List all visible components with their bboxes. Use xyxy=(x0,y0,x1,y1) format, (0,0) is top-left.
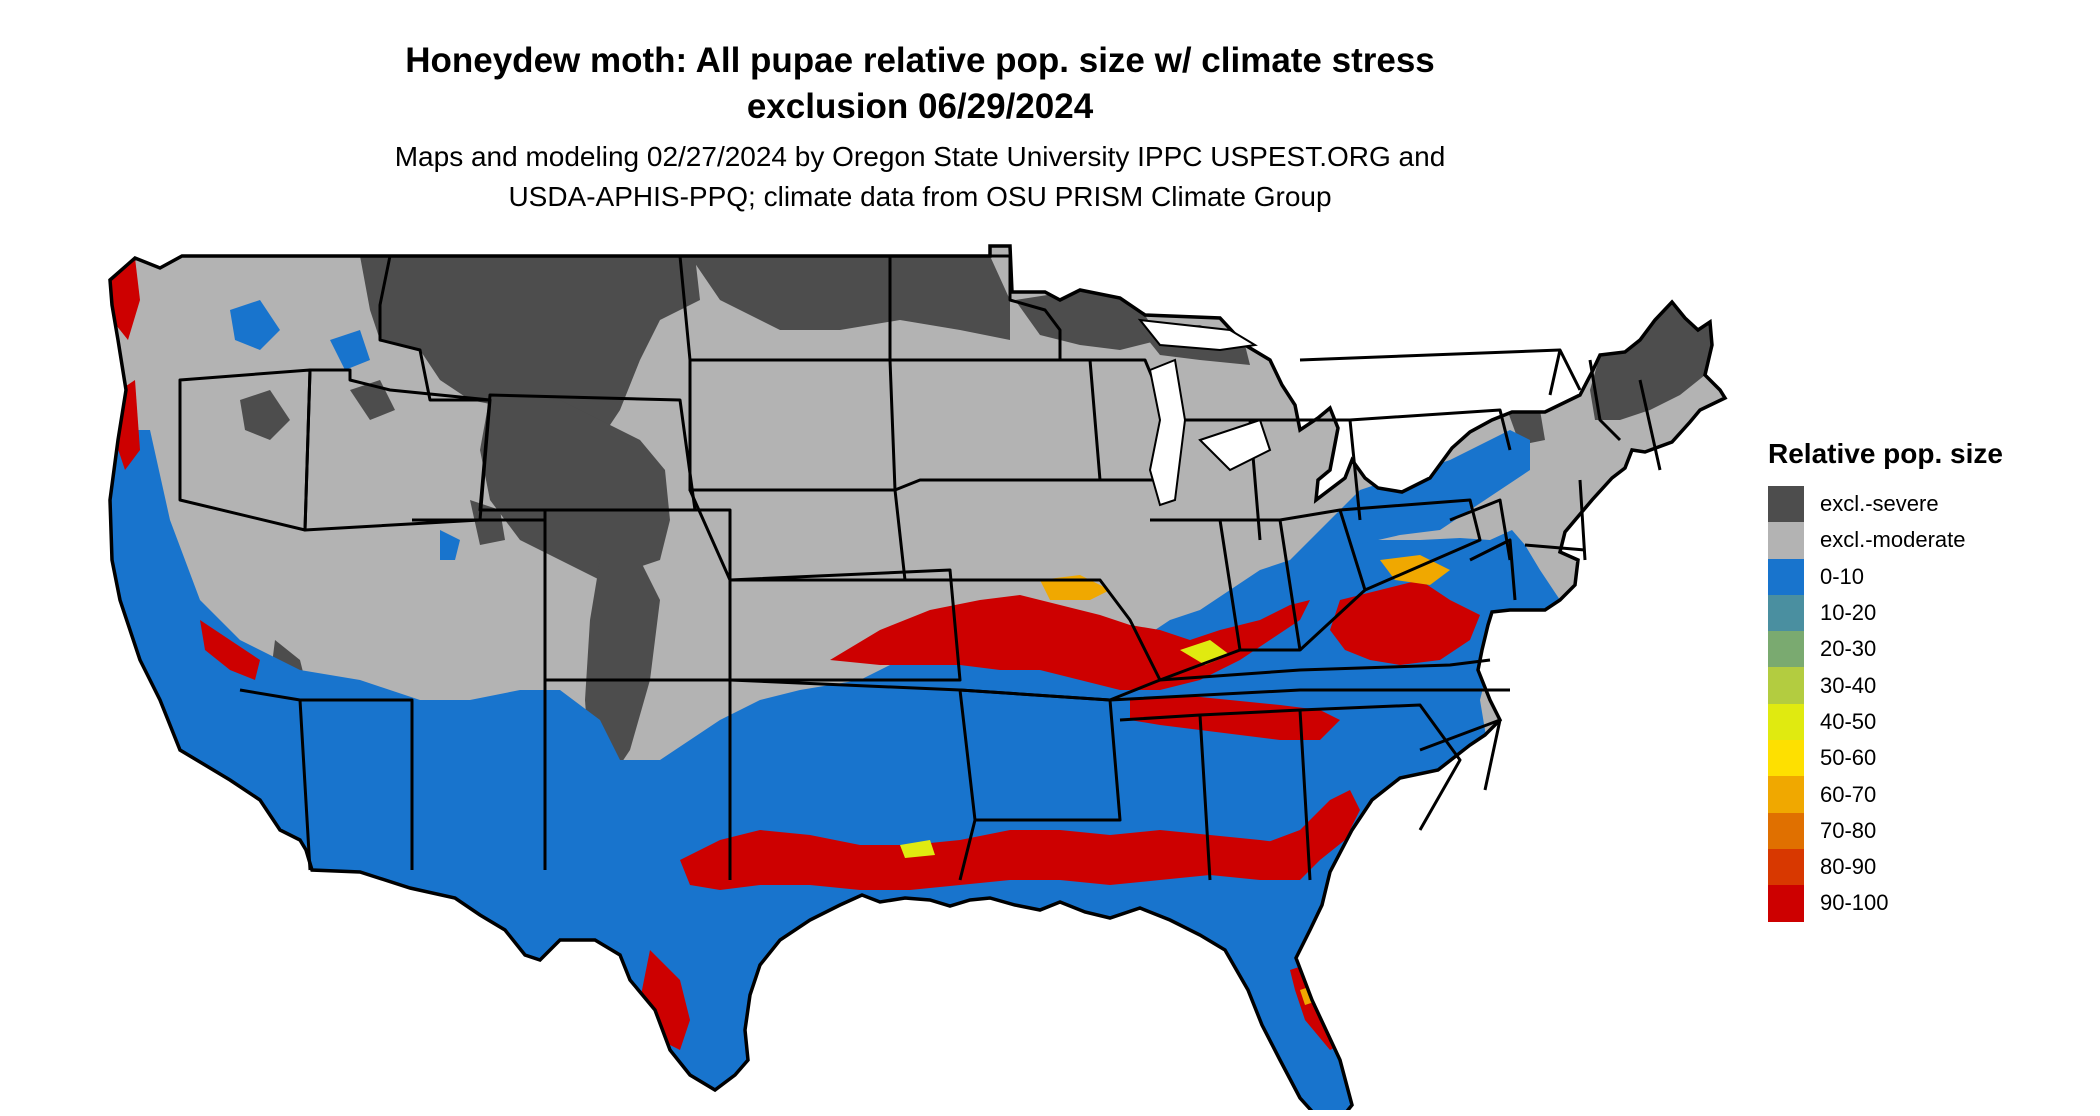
legend-swatch xyxy=(1768,631,1804,668)
legend-item: 20-30 xyxy=(1768,631,2003,668)
legend-item: 0-10 xyxy=(1768,558,2003,595)
legend-item: excl.-moderate xyxy=(1768,522,2003,559)
legend-title: Relative pop. size xyxy=(1768,438,2003,469)
legend-item: 50-60 xyxy=(1768,740,2003,777)
legend-swatch xyxy=(1768,812,1804,849)
legend-swatch xyxy=(1768,848,1804,886)
legend-item: excl.-severe xyxy=(1768,486,2003,523)
legend-swatch xyxy=(1768,740,1804,777)
legend-swatch xyxy=(1768,558,1804,595)
legend-swatch xyxy=(1768,486,1804,523)
legend-label: 90-100 xyxy=(1820,890,1889,916)
map-title: Honeydew moth: All pupae relative pop. s… xyxy=(0,38,1840,130)
legend-label: excl.-severe xyxy=(1820,491,1939,517)
legend-swatch xyxy=(1768,667,1804,704)
legend-item: 60-70 xyxy=(1768,776,2003,813)
legend-item: 40-50 xyxy=(1768,703,2003,741)
legend-label: 20-30 xyxy=(1820,636,1877,662)
legend-label: 30-40 xyxy=(1820,672,1877,698)
great-lakes xyxy=(1137,318,1272,507)
legend-item: 70-80 xyxy=(1768,812,2003,849)
legend-label: 70-80 xyxy=(1820,817,1877,843)
legend-item: 80-90 xyxy=(1768,848,2003,886)
legend-label: 50-60 xyxy=(1820,745,1877,771)
legend-swatch xyxy=(1768,703,1804,741)
legend-label: excl.-moderate xyxy=(1820,527,1966,553)
us-map xyxy=(108,244,1727,1110)
legend-swatch xyxy=(1768,522,1804,559)
legend-label: 10-20 xyxy=(1820,600,1877,626)
subtitle-line-2: USDA-APHIS-PPQ; climate data from OSU PR… xyxy=(508,181,1332,212)
legend-swatch xyxy=(1768,885,1804,922)
legend: Relative pop. size excl.-severe excl.-mo… xyxy=(1768,436,2003,922)
title-line-2: exclusion 06/29/2024 xyxy=(746,87,1094,126)
legend-label: 60-70 xyxy=(1820,781,1877,807)
legend-item: 30-40 xyxy=(1768,667,2003,704)
legend-item: 90-100 xyxy=(1768,885,2003,922)
legend-swatch xyxy=(1768,594,1804,632)
title-line-1: Honeydew moth: All pupae relative pop. s… xyxy=(405,41,1435,80)
legend-label: 0-10 xyxy=(1820,563,1865,589)
map-subtitle: Maps and modeling 02/27/2024 by Oregon S… xyxy=(0,137,1840,217)
legend-label: 40-50 xyxy=(1820,708,1877,734)
legend-item: 10-20 xyxy=(1768,594,2003,632)
legend-swatch xyxy=(1768,776,1804,813)
legend-label: 80-90 xyxy=(1820,854,1877,880)
legend-items: excl.-severe excl.-moderate 0-10 10-20 2… xyxy=(1768,486,2003,922)
subtitle-line-1: Maps and modeling 02/27/2024 by Oregon S… xyxy=(394,141,1446,172)
